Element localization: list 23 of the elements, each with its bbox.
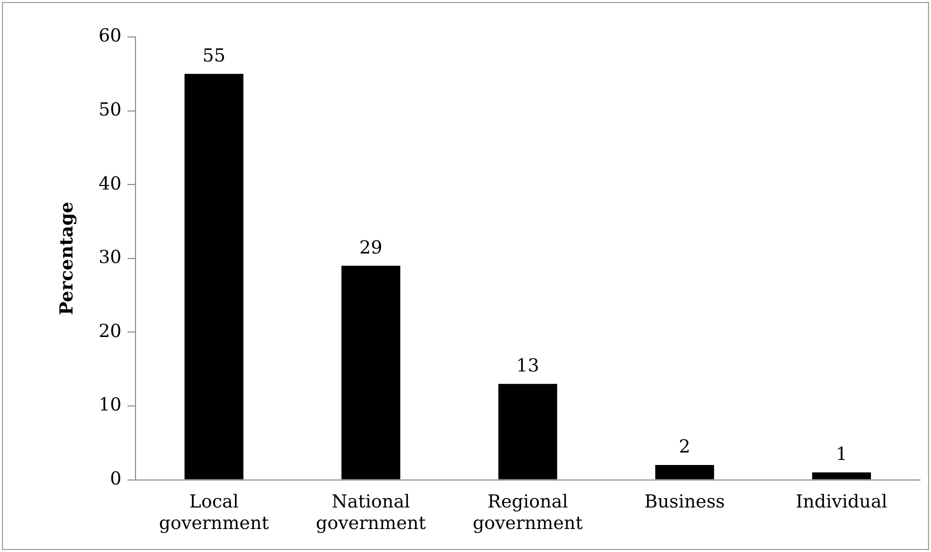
y-tick-label: 10: [98, 394, 122, 416]
y-tick-label: 40: [98, 173, 122, 194]
bar: [341, 266, 400, 480]
data-label: 2: [678, 436, 690, 458]
data-label: 29: [359, 237, 382, 258]
y-axis-title: Percentage: [56, 202, 78, 316]
bar: [655, 465, 714, 480]
y-tick-label: 60: [98, 26, 122, 47]
data-label: 1: [836, 444, 848, 466]
x-tick-label: Individual: [796, 491, 888, 512]
y-tick-label: 0: [110, 468, 122, 490]
bar: [184, 74, 244, 480]
x-tick-label: Local government: [158, 491, 270, 534]
y-tick-label: 20: [98, 320, 122, 342]
data-label: 55: [202, 46, 226, 67]
bar: [812, 472, 871, 480]
x-tick-label: Business: [644, 491, 725, 512]
x-tick-label: National government: [316, 491, 427, 534]
data-label: 13: [516, 356, 540, 377]
y-tick-label: 30: [98, 247, 122, 268]
y-tick-label: 50: [98, 99, 122, 120]
bar: [498, 384, 558, 480]
x-tick-label: Regional government: [472, 491, 584, 534]
